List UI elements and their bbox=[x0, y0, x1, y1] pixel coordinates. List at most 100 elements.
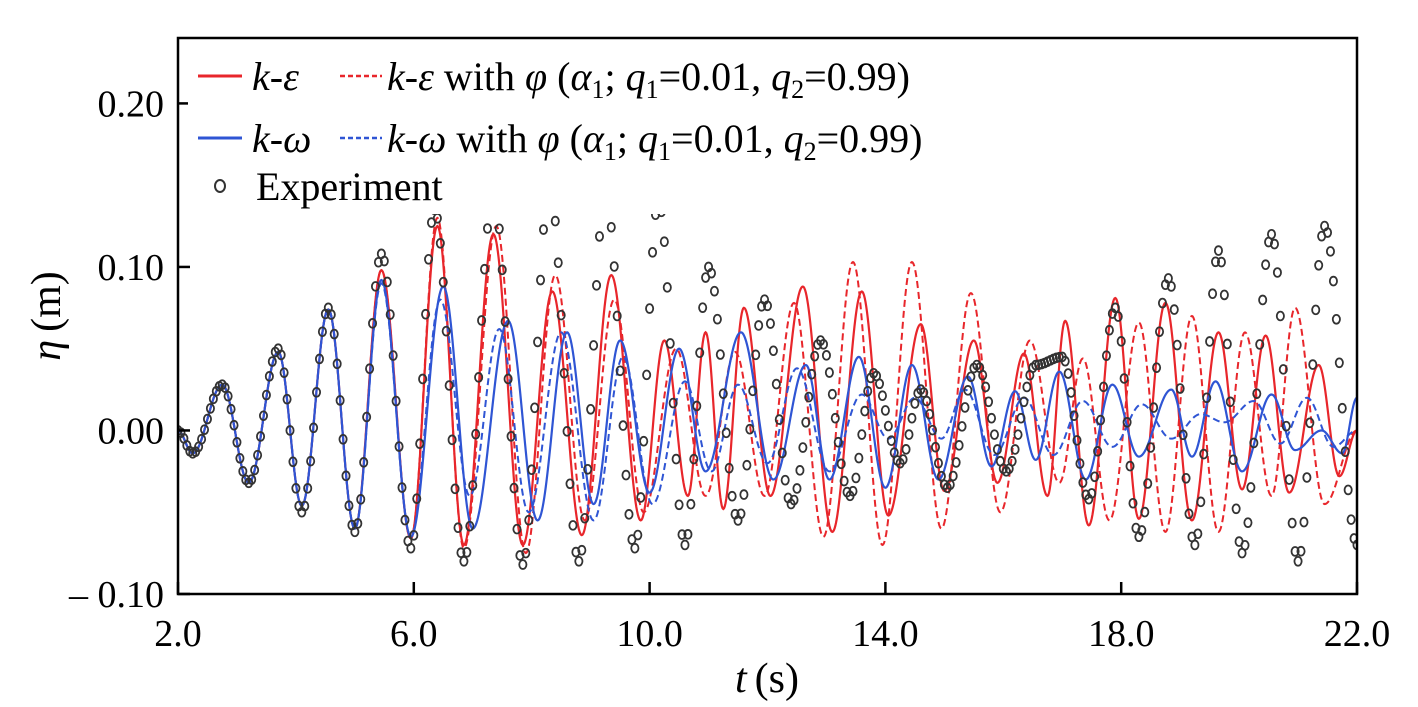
experiment-point bbox=[258, 410, 268, 422]
experiment-point bbox=[624, 509, 634, 520]
experiment-point bbox=[954, 440, 964, 451]
experiment-point bbox=[1240, 540, 1250, 551]
experiment-point bbox=[1137, 525, 1147, 536]
experiment-point bbox=[1181, 472, 1191, 484]
experiment-point bbox=[406, 542, 416, 554]
experiment-point bbox=[556, 309, 566, 321]
experiment-point bbox=[1334, 357, 1344, 369]
legend-label-experiment: Experiment bbox=[256, 164, 443, 209]
experiment-point bbox=[925, 408, 935, 420]
experiment-point bbox=[1246, 482, 1256, 493]
experiment-point bbox=[1099, 381, 1109, 393]
experiment-point bbox=[1343, 484, 1353, 496]
legend-text-run: with bbox=[446, 116, 537, 161]
x-tick-label: 6.0 bbox=[390, 613, 438, 655]
experiment-point bbox=[633, 529, 643, 541]
experiment-point bbox=[1104, 324, 1114, 336]
experiment-point bbox=[742, 459, 752, 471]
experiment-point bbox=[1122, 416, 1132, 428]
legend-text-run: =0.01, bbox=[671, 116, 784, 161]
experiment-point bbox=[565, 478, 575, 490]
experiment-point bbox=[1013, 429, 1023, 440]
experiment-point bbox=[945, 479, 955, 491]
experiment-point bbox=[553, 257, 563, 269]
experiment-point bbox=[674, 499, 684, 511]
experiment-point bbox=[453, 522, 463, 534]
experiment-point bbox=[992, 444, 1002, 455]
experiment-point bbox=[1352, 539, 1357, 551]
experiment-point bbox=[768, 345, 778, 357]
experiment-point bbox=[877, 390, 887, 402]
experiment-point bbox=[444, 380, 454, 391]
experiment-point bbox=[518, 559, 528, 570]
experiment-point bbox=[300, 500, 310, 512]
experiment-point bbox=[447, 434, 457, 446]
legend-subscript: 2 bbox=[804, 137, 817, 166]
experiment-point bbox=[792, 483, 802, 494]
experiment-point bbox=[718, 388, 728, 399]
experiment-point bbox=[421, 308, 431, 320]
experiment-point bbox=[848, 485, 858, 497]
experiment-point bbox=[1323, 227, 1333, 238]
experiment-point bbox=[712, 313, 722, 325]
experiment-point bbox=[205, 403, 215, 414]
experiment-point bbox=[948, 470, 958, 482]
experiment-point bbox=[751, 349, 761, 361]
experiment-point bbox=[506, 431, 516, 442]
legend-subscript: 2 bbox=[791, 75, 804, 104]
experiment-point bbox=[1146, 442, 1156, 453]
experiment-point bbox=[981, 381, 991, 393]
experiment-point bbox=[671, 453, 681, 465]
experiment-point bbox=[1090, 471, 1100, 483]
experiment-point bbox=[683, 529, 693, 540]
experiment-point bbox=[801, 416, 811, 428]
experiment-point bbox=[462, 546, 472, 558]
experiment-point bbox=[468, 480, 478, 491]
experiment-point bbox=[1196, 496, 1206, 508]
experiment-point bbox=[1293, 555, 1303, 567]
experiment-point bbox=[559, 367, 569, 379]
experiment-point bbox=[1087, 488, 1097, 499]
legend-subscript: 1 bbox=[658, 137, 671, 166]
experiment-point bbox=[984, 396, 994, 408]
experiment-point bbox=[721, 427, 731, 439]
experiment-point bbox=[382, 276, 392, 288]
experiment-point bbox=[1166, 281, 1176, 292]
experiment-point bbox=[609, 261, 619, 272]
experiment-point bbox=[530, 402, 540, 414]
experiment-point bbox=[1275, 310, 1285, 322]
legend-text-run: q bbox=[626, 54, 646, 99]
experiment-point bbox=[833, 436, 843, 448]
experiment-point bbox=[795, 465, 805, 476]
experiment-point bbox=[353, 518, 363, 529]
legend-text-run: =0.99) bbox=[817, 116, 923, 161]
experiment-point bbox=[1325, 246, 1335, 257]
experiment-point bbox=[1060, 355, 1070, 367]
experiment-point bbox=[267, 356, 277, 367]
experiment-point bbox=[677, 529, 687, 540]
x-axis-unit: (s) bbox=[755, 656, 799, 702]
experiment-point bbox=[288, 456, 298, 468]
experiment-point bbox=[197, 433, 207, 445]
experiment-point bbox=[1243, 517, 1253, 528]
legend-label-k-epsilon: k-ε bbox=[252, 54, 299, 99]
x-tick-label: 14.0 bbox=[852, 613, 919, 655]
experiment-point bbox=[247, 474, 257, 485]
experiment-point bbox=[686, 498, 696, 510]
experiment-point bbox=[680, 539, 690, 551]
experiment-point bbox=[1202, 392, 1212, 404]
experiment-point bbox=[827, 388, 837, 400]
experiment-point bbox=[562, 426, 572, 437]
experiment-point bbox=[397, 482, 407, 493]
experiment-point bbox=[854, 452, 864, 464]
experiment-point bbox=[500, 316, 510, 327]
experiment-point bbox=[963, 385, 973, 396]
legend-label-k-omega-phi-rest: with φ (α1; q1=0.01, q2=0.99) bbox=[446, 116, 922, 166]
experiment-point bbox=[1222, 338, 1232, 350]
experiment-point bbox=[851, 472, 861, 484]
experiment-point bbox=[1231, 503, 1241, 515]
experiment-point bbox=[568, 520, 578, 531]
legend-label-k-omega-phi-model: k-ω bbox=[387, 116, 446, 161]
legend-subscript: 1 bbox=[646, 75, 659, 104]
experiment-point bbox=[748, 385, 758, 397]
